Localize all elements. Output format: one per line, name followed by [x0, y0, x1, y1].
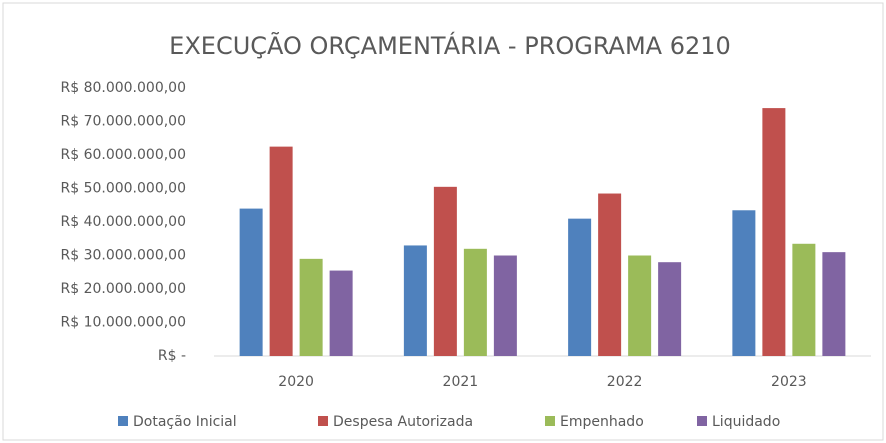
bar [493, 255, 517, 356]
bar [403, 245, 427, 356]
legend-swatch [697, 416, 707, 426]
x-tick-label: 2023 [771, 374, 807, 390]
bar [762, 108, 786, 356]
bar [658, 262, 682, 356]
chart-title: EXECUÇÃO ORÇAMENTÁRIA - PROGRAMA 6210 [169, 30, 731, 60]
x-tick-label: 2021 [443, 374, 479, 390]
bar [628, 255, 652, 356]
bar [269, 146, 293, 356]
legend-label: Despesa Autorizada [333, 414, 473, 430]
y-tick-label: R$ 40.000.000,00 [60, 214, 186, 230]
bar [732, 210, 756, 356]
x-tick-label: 2020 [278, 374, 314, 390]
legend-swatch [545, 416, 555, 426]
legend-swatch [318, 416, 328, 426]
y-tick-label: R$ 20.000.000,00 [60, 281, 186, 297]
x-tick-label: 2022 [607, 374, 643, 390]
legend-swatch [118, 416, 128, 426]
bar [463, 248, 487, 356]
bar [568, 218, 592, 356]
legend-label: Empenhado [560, 414, 644, 430]
bar [433, 186, 457, 356]
y-tick-label: R$ 60.000.000,00 [60, 147, 186, 163]
bar [792, 243, 816, 356]
y-tick-label: R$ 70.000.000,00 [60, 114, 186, 130]
y-tick-label: R$ 50.000.000,00 [60, 181, 186, 197]
legend-label: Dotação Inicial [133, 414, 237, 430]
y-tick-label: R$ 30.000.000,00 [60, 248, 186, 264]
bar [299, 258, 323, 356]
y-tick-label: R$ 10.000.000,00 [60, 315, 186, 331]
y-tick-label: R$ - [158, 348, 186, 364]
bar [239, 208, 263, 356]
legend-label: Liquidado [712, 414, 780, 430]
bar [822, 252, 846, 356]
bar [329, 270, 353, 356]
y-tick-label: R$ 80.000.000,00 [60, 80, 186, 96]
bar [598, 193, 622, 356]
